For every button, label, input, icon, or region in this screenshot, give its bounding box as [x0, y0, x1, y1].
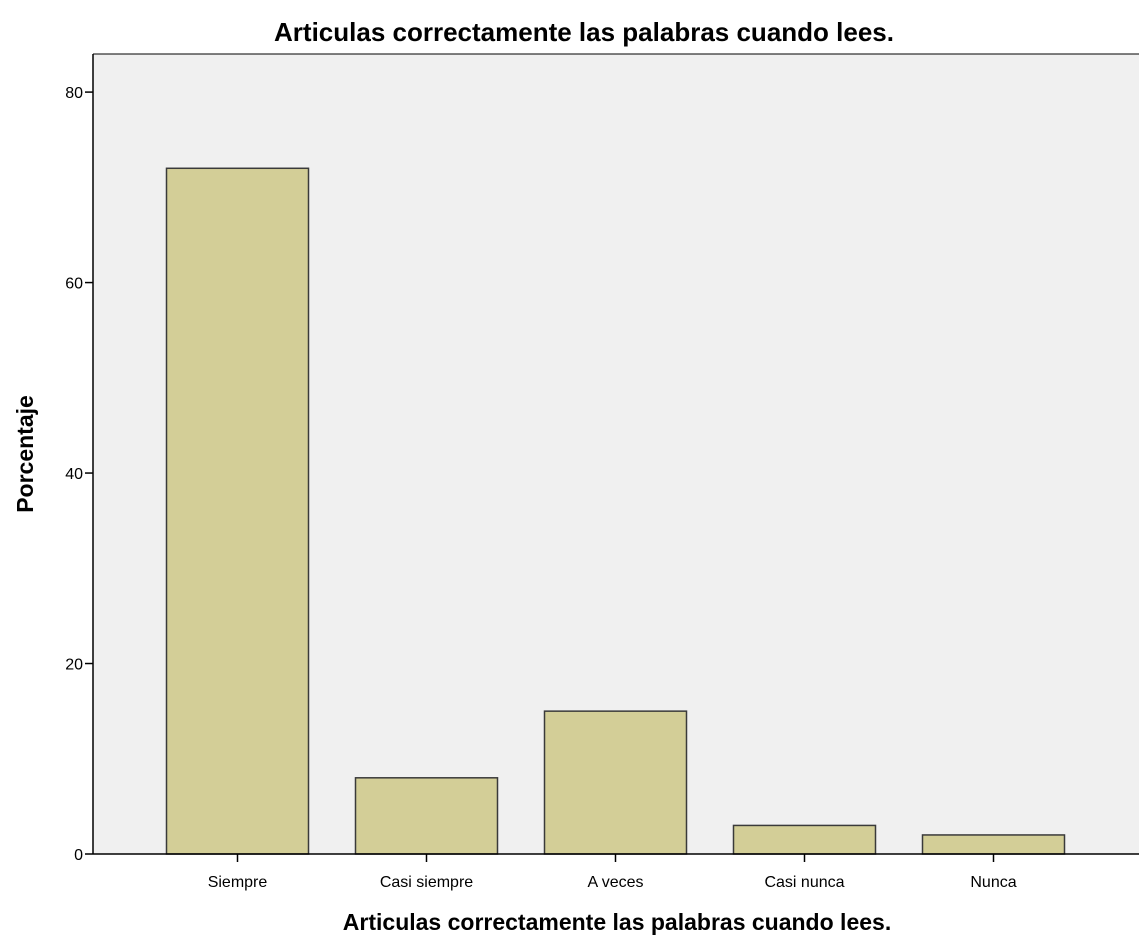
bar-nunca [921, 834, 1066, 855]
y-tick-label: 20 [65, 657, 83, 674]
bar-a-veces [543, 710, 688, 855]
y-tick-label: 0 [74, 847, 83, 864]
chart-title: Articulas correctamente las palabras cua… [274, 17, 894, 47]
x-tick-label: A veces [587, 874, 643, 891]
y-tick-label: 80 [65, 85, 83, 102]
y-axis-title: Porcentaje [12, 395, 38, 513]
x-tick-label: Nunca [970, 874, 1016, 891]
y-ticks-layer: 0 20 40 60 80 [65, 85, 93, 864]
x-tick-label: Siempre [208, 874, 268, 891]
bars-layer [165, 167, 1066, 855]
bar-casi-siempre [354, 777, 499, 855]
x-tick-label: Casi nunca [764, 874, 844, 891]
y-tick-label: 60 [65, 276, 83, 293]
x-axis-title: Articulas correctamente las palabras cua… [343, 909, 891, 935]
bar-casi-nunca [732, 824, 877, 855]
y-tick-label: 40 [65, 466, 83, 483]
x-tick-label: Casi siempre [380, 874, 473, 891]
bar-siempre [165, 167, 310, 855]
x-ticks-layer: Siempre Casi siempre A veces Casi nunca Nunc… [208, 854, 1017, 891]
